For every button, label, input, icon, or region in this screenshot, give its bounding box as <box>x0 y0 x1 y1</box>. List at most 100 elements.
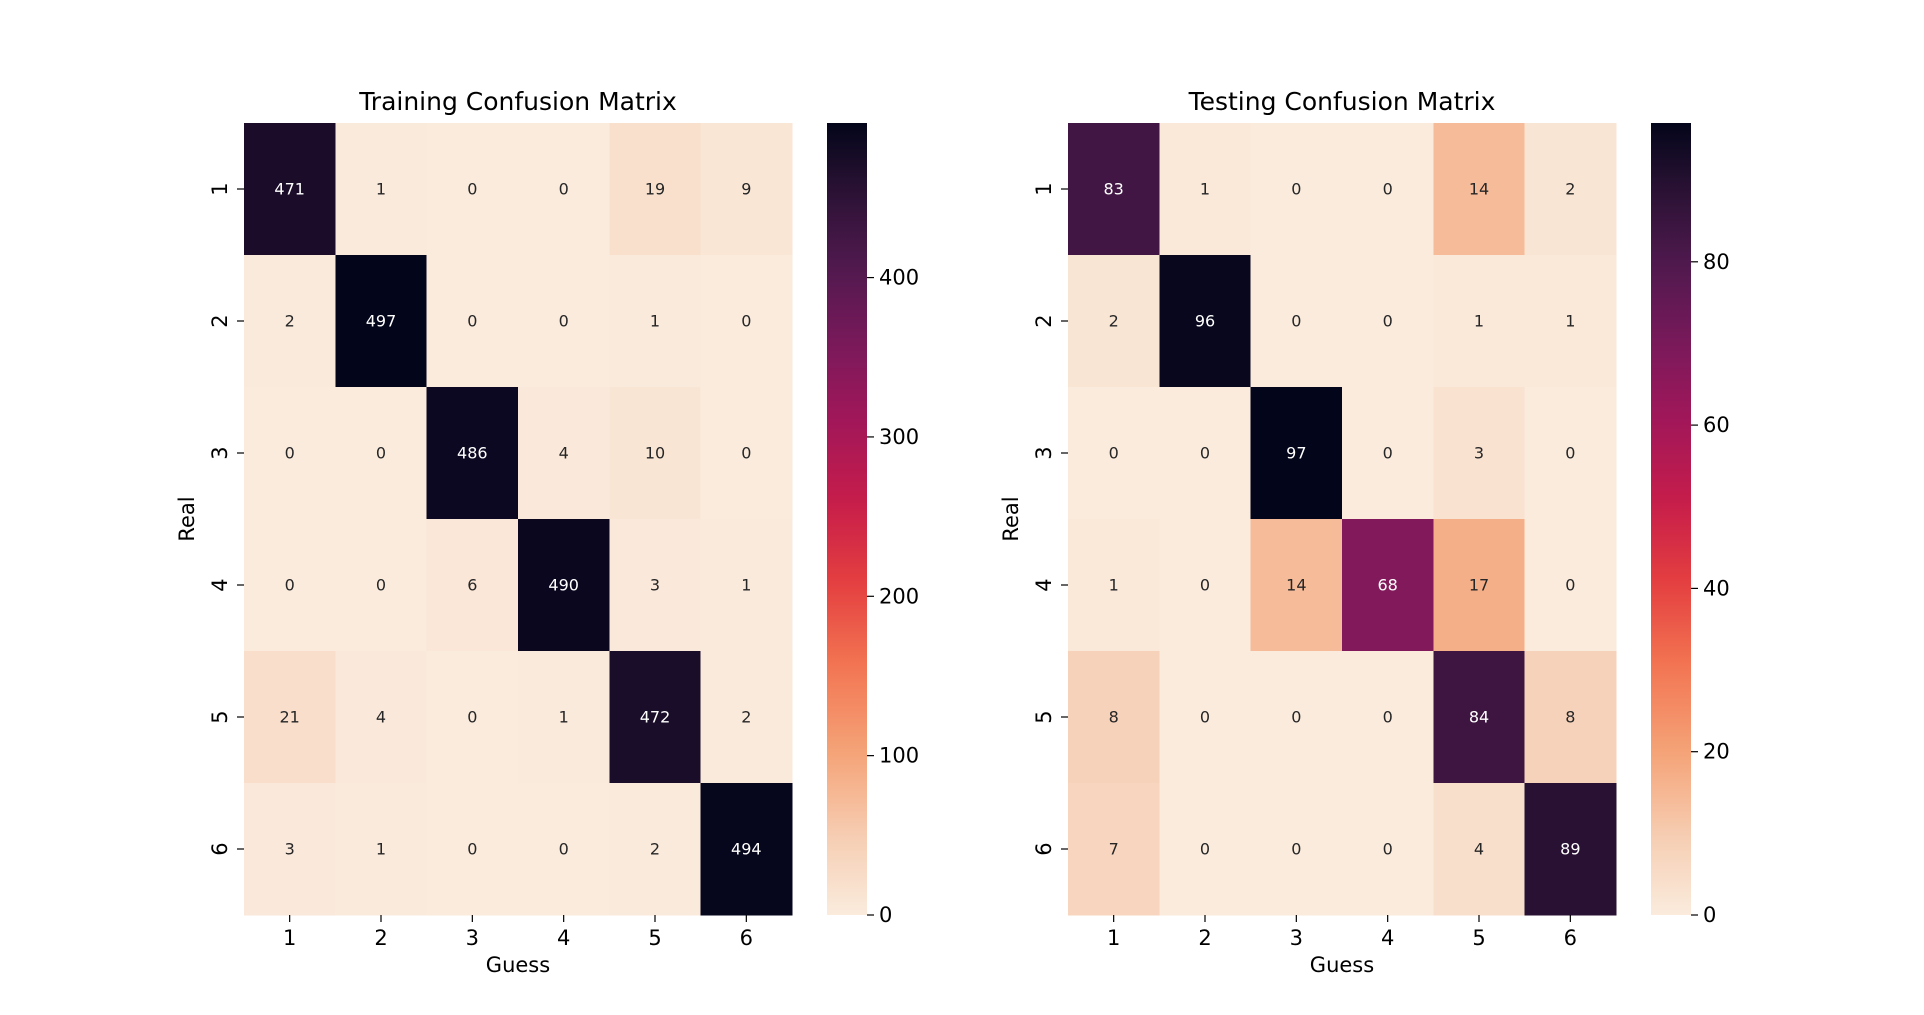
cell-value-label: 0 <box>1565 444 1575 463</box>
heatmap-cell <box>1068 519 1160 652</box>
cell-value-label: 486 <box>457 444 488 463</box>
testing-confusion-matrix-panel: 83 1 0 0 14 22 96 0 0 1 10 0 97 0 3 01 0 14 68 17 08 0 0 0 84 87 0… <box>999 87 1730 977</box>
heatmap-cell <box>1159 783 1252 916</box>
heatmap-cell <box>1342 123 1434 256</box>
heatmap-cell <box>1342 651 1434 784</box>
heatmap-cell <box>426 255 519 388</box>
heatmap-cell <box>609 783 702 916</box>
heatmap-cell <box>609 387 702 520</box>
y-axis-label: Real <box>999 496 1023 541</box>
y-tick-label: 6 <box>1032 842 1056 855</box>
heatmap-cell <box>1159 651 1252 784</box>
cell-value-label: 0 <box>1383 444 1393 463</box>
heatmap-cell <box>1250 123 1343 256</box>
cell-value-label: 472 <box>640 708 671 727</box>
cell-value-label: 0 <box>1383 840 1393 859</box>
x-tick-label: 5 <box>648 926 661 950</box>
cell-value-label: 0 <box>467 312 477 331</box>
y-tick-label: 3 <box>1032 446 1056 459</box>
cell-value-label: 14 <box>1469 180 1489 199</box>
cell-value-label: 0 <box>559 840 569 859</box>
colorbar-tick-label: 0 <box>879 903 892 927</box>
heatmap-cell <box>1433 123 1526 256</box>
cell-value-label: 0 <box>1291 708 1301 727</box>
heatmap-cell <box>609 255 702 388</box>
heatmap-cell <box>335 519 428 652</box>
heatmap-cell <box>700 519 793 652</box>
cell-value-label: 9 <box>741 180 751 199</box>
heatmap-cell <box>1433 519 1526 652</box>
heatmap-cell <box>609 123 702 256</box>
cell-value-label: 1 <box>650 312 660 331</box>
x-tick-label: 1 <box>1107 926 1120 950</box>
cell-value-label: 0 <box>285 576 295 595</box>
colorbar <box>827 123 867 915</box>
cell-value-label: 3 <box>285 840 295 859</box>
cell-value-label: 0 <box>1200 708 1210 727</box>
heatmap-cell <box>1068 651 1160 784</box>
cell-value-label: 7 <box>1109 840 1119 859</box>
cell-value-label: 0 <box>1200 840 1210 859</box>
heatmap-cell <box>1342 255 1434 388</box>
colorbar-tick-label: 100 <box>879 744 919 768</box>
cell-value-label: 0 <box>1291 840 1301 859</box>
cell-value-label: 0 <box>1200 576 1210 595</box>
heatmap-cell <box>1159 519 1252 652</box>
colorbar-tick-label: 300 <box>879 425 919 449</box>
y-axis-label: Real <box>175 496 199 541</box>
heatmap-cell <box>244 651 336 784</box>
y-tick-label: 3 <box>208 446 232 459</box>
cell-value-label: 2 <box>741 708 751 727</box>
cell-value-label: 3 <box>1474 444 1484 463</box>
cell-value-label: 1 <box>376 180 386 199</box>
heatmap-cell <box>1250 783 1343 916</box>
x-tick-label: 2 <box>1198 926 1211 950</box>
x-tick-label: 6 <box>740 926 753 950</box>
cell-value-label: 1 <box>741 576 751 595</box>
heatmap-cell <box>426 387 519 520</box>
heatmap-cell <box>700 783 793 916</box>
cell-value-label: 19 <box>645 180 665 199</box>
heatmap-cell <box>1250 651 1343 784</box>
x-axis-label: Guess <box>486 953 550 977</box>
cell-value-label: 490 <box>548 576 579 595</box>
cell-value-label: 0 <box>467 708 477 727</box>
x-tick-label: 4 <box>557 926 570 950</box>
x-tick-label: 1 <box>283 926 296 950</box>
heatmap-cell <box>1433 387 1526 520</box>
cell-value-label: 4 <box>559 444 569 463</box>
cell-value-label: 0 <box>1291 180 1301 199</box>
x-tick-label: 2 <box>374 926 387 950</box>
heatmap-cell <box>335 783 428 916</box>
chart-title: Testing Confusion Matrix <box>1188 87 1496 116</box>
x-tick-label: 6 <box>1564 926 1577 950</box>
heatmap-cell <box>518 651 610 784</box>
cell-value-label: 2 <box>1109 312 1119 331</box>
heatmap-cell <box>609 519 702 652</box>
heatmap-cell <box>1433 783 1526 916</box>
cell-value-label: 0 <box>285 444 295 463</box>
cell-value-label: 83 <box>1103 180 1123 199</box>
cell-value-label: 68 <box>1377 576 1397 595</box>
heatmap-cell <box>518 783 610 916</box>
cell-value-label: 1 <box>1565 312 1575 331</box>
cell-value-label: 0 <box>1383 312 1393 331</box>
cell-value-label: 0 <box>741 444 751 463</box>
cell-value-label: 471 <box>274 180 305 199</box>
cell-value-label: 0 <box>1200 444 1210 463</box>
y-tick-label: 1 <box>1032 182 1056 195</box>
colorbar <box>1651 123 1691 915</box>
cell-value-label: 0 <box>376 444 386 463</box>
heatmap-cell <box>1524 123 1617 256</box>
cell-value-label: 1 <box>559 708 569 727</box>
heatmap-cell <box>1250 387 1343 520</box>
heatmap-cell <box>244 255 336 388</box>
cell-value-label: 0 <box>1109 444 1119 463</box>
heatmap-cell <box>1433 651 1526 784</box>
heatmap-cell <box>1342 387 1434 520</box>
cell-value-label: 6 <box>467 576 477 595</box>
y-tick-label: 2 <box>208 314 232 327</box>
cell-value-label: 0 <box>1291 312 1301 331</box>
heatmap-cell <box>426 783 519 916</box>
